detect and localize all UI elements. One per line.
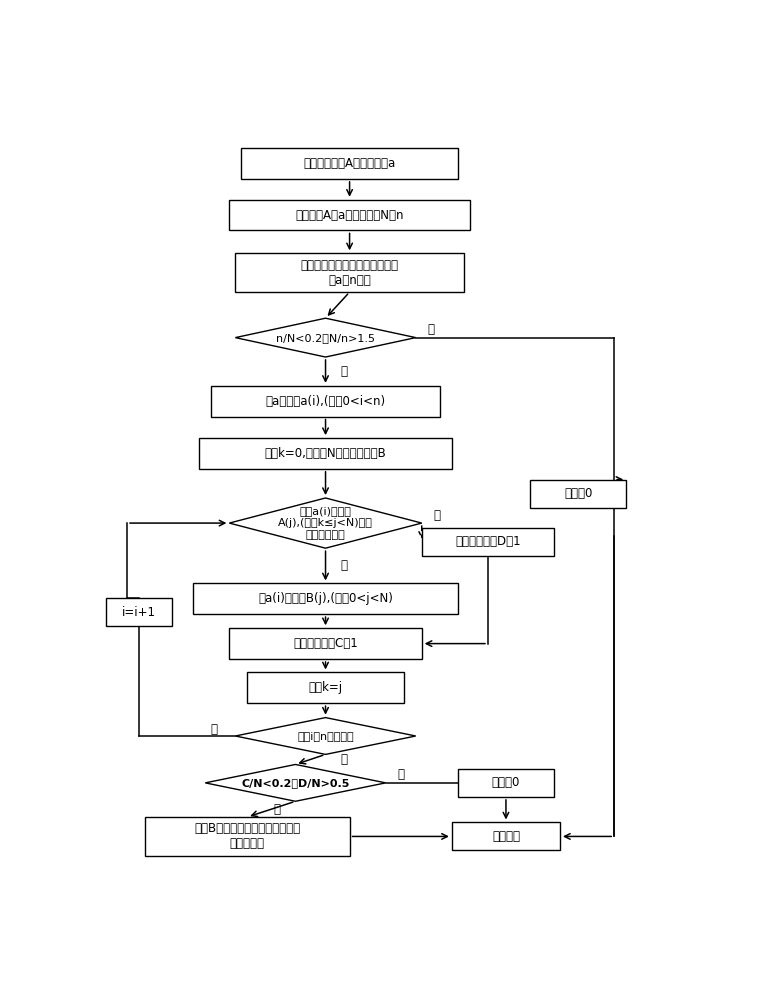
Bar bbox=[458, 769, 554, 797]
Bar bbox=[211, 386, 440, 417]
Text: 无效单词个数D加1: 无效单词个数D加1 bbox=[455, 535, 521, 548]
Bar bbox=[230, 628, 422, 659]
Bar bbox=[452, 822, 560, 850]
Text: 否: 否 bbox=[210, 723, 217, 736]
Polygon shape bbox=[235, 318, 416, 357]
Text: n/N<0.2或N/n>1.5: n/N<0.2或N/n>1.5 bbox=[276, 333, 375, 343]
Text: 将a(i)赋值到B(j),(其中0<j<N): 将a(i)赋值到B(j),(其中0<j<N) bbox=[258, 592, 393, 605]
Text: 判分为0: 判分为0 bbox=[492, 776, 520, 789]
Text: i=i+1: i=i+1 bbox=[122, 606, 156, 619]
Polygon shape bbox=[235, 718, 416, 754]
Text: 否: 否 bbox=[273, 803, 280, 816]
Bar bbox=[241, 148, 458, 179]
Text: 赋值k=j: 赋值k=j bbox=[309, 681, 342, 694]
Text: 去掉考生答案中的重复单词，更
新a和n的值: 去掉考生答案中的重复单词，更 新a和n的值 bbox=[300, 259, 399, 287]
Bar bbox=[193, 583, 458, 614]
Bar bbox=[235, 253, 464, 292]
Bar bbox=[199, 438, 452, 469]
Text: 单词a(i)与单词
A(j),(其中k≤j<N)依次
比较是否相等: 单词a(i)与单词 A(j),(其中k≤j<N)依次 比较是否相等 bbox=[278, 506, 373, 540]
Text: 初始k=0,长度为N的空字符数组B: 初始k=0,长度为N的空字符数组B bbox=[265, 447, 386, 460]
Text: 判分为0: 判分为0 bbox=[564, 487, 592, 500]
Text: 获取标准答案A和考生答案a: 获取标准答案A和考生答案a bbox=[303, 157, 396, 170]
Text: 是: 是 bbox=[397, 768, 405, 781]
Text: 判断i和n是否相等: 判断i和n是否相等 bbox=[297, 731, 354, 741]
Bar bbox=[106, 598, 172, 626]
Bar bbox=[422, 528, 554, 556]
Text: 是: 是 bbox=[428, 323, 435, 336]
Text: 是: 是 bbox=[341, 753, 348, 766]
Text: 有效单词个数C加1: 有效单词个数C加1 bbox=[293, 637, 358, 650]
Text: 统计获得A和a的单词个数N和n: 统计获得A和a的单词个数N和n bbox=[296, 209, 404, 222]
Text: 否: 否 bbox=[434, 509, 441, 522]
Text: 取a中单词a(i),(其中0<i<n): 取a中单词a(i),(其中0<i<n) bbox=[265, 395, 386, 408]
Bar bbox=[530, 480, 626, 508]
Text: 否: 否 bbox=[341, 365, 348, 378]
Text: 是: 是 bbox=[341, 559, 348, 572]
Bar bbox=[145, 817, 349, 856]
Bar bbox=[248, 672, 404, 703]
Polygon shape bbox=[205, 764, 386, 801]
Text: 统计B中正确单词个数依据评分标
准进行判分: 统计B中正确单词个数依据评分标 准进行判分 bbox=[194, 822, 300, 850]
Bar bbox=[230, 200, 469, 230]
Text: 结束评分: 结束评分 bbox=[492, 830, 520, 843]
Polygon shape bbox=[230, 498, 422, 548]
Text: C/N<0.2或D/N>0.5: C/N<0.2或D/N>0.5 bbox=[241, 778, 350, 788]
